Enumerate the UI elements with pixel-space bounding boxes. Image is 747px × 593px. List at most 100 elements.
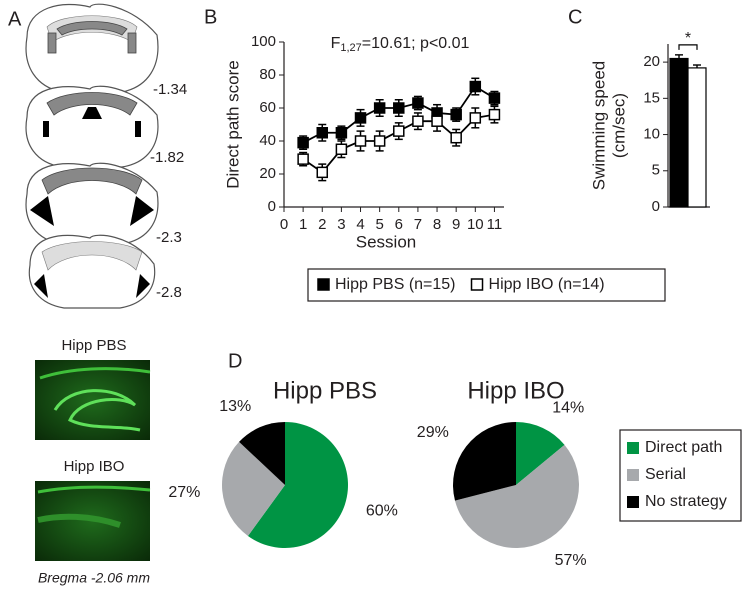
y-tick-label: 60: [259, 99, 276, 116]
data-point: [450, 131, 462, 144]
image-title: Hipp IBO: [64, 458, 125, 475]
x-tick-label: 7: [414, 216, 422, 233]
panel-letter: C: [568, 6, 582, 28]
error-bar: [675, 54, 683, 59]
pie-value-label: 29%: [417, 424, 449, 441]
y-tick-label: 15: [643, 89, 660, 106]
pie-value-label: 27%: [168, 484, 200, 501]
y-tick-label: 10: [643, 126, 660, 143]
legend-box: [619, 429, 742, 522]
legend-swatch: [470, 278, 484, 291]
pie-slice: [453, 422, 516, 501]
x-tick-label: 4: [356, 216, 364, 233]
data-point: [488, 108, 501, 121]
pie-slice: [239, 422, 285, 485]
data-point: [469, 80, 482, 93]
legend-swatch: [317, 278, 330, 291]
pie-slice: [516, 422, 565, 485]
y-tick-label: 100: [251, 33, 276, 50]
pie-value-label: 13%: [219, 398, 251, 415]
legend-label: Direct path: [645, 439, 722, 456]
pie-value-label: 14%: [552, 399, 584, 416]
x-tick-label: 9: [452, 216, 460, 233]
legend-label: Hipp IBO (n=14): [489, 276, 605, 293]
legend-box: [307, 268, 666, 302]
y-tick-label: 20: [259, 165, 276, 182]
y-tick-label: 80: [259, 66, 276, 83]
annotation: F1,27=10.61; p<0.01: [331, 35, 470, 54]
legend-swatch: [627, 496, 639, 508]
x-tick-label: 0: [280, 216, 288, 233]
data-point: [354, 112, 367, 124]
panel-letter: A: [8, 8, 22, 30]
x-tick-label: 8: [433, 216, 441, 233]
bregma-level: -1.82: [150, 149, 184, 166]
x-tick-label: 3: [337, 216, 345, 233]
data-point: [335, 127, 348, 139]
data-point: [412, 97, 424, 109]
y-axis-label: Swimming speed: [589, 61, 608, 190]
image-title: Hipp PBS: [61, 337, 126, 354]
pie-title: Hipp IBO: [467, 377, 564, 404]
bregma-level: -2.3: [156, 229, 182, 246]
bregma-level: -1.34: [153, 81, 187, 98]
y-axis-label: Direct path score: [223, 60, 242, 189]
y-axis-label: (cm/sec): [609, 93, 628, 158]
bar: [687, 67, 707, 208]
annotation-part: 1,27: [340, 42, 361, 54]
x-tick-label: 5: [375, 216, 383, 233]
x-tick-label: 2: [318, 216, 326, 233]
pie-value-label: 57%: [555, 552, 587, 569]
bregma-level: -2.8: [156, 284, 182, 301]
data-point: [335, 143, 348, 155]
pie-slice: [454, 444, 579, 548]
data-point: [431, 115, 443, 127]
caption: Bregma -2.06 mm: [38, 570, 150, 586]
legend-label: Hipp PBS (n=15): [335, 276, 456, 293]
pie-slice: [222, 441, 285, 536]
data-point: [373, 102, 386, 114]
x-tick-label: 6: [395, 216, 403, 233]
data-point: [393, 102, 405, 114]
data-point: [297, 153, 309, 165]
panel-letter: B: [204, 6, 217, 28]
y-tick-label: 0: [652, 198, 660, 215]
legend-label: Serial: [645, 466, 686, 483]
data-point: [488, 92, 501, 104]
histology-image: [35, 360, 151, 440]
legend-label: No strategy: [645, 493, 727, 510]
pie-title: Hipp PBS: [273, 377, 377, 404]
panel-letter: D: [228, 350, 242, 372]
significance-bracket: [678, 44, 698, 50]
pie-value-label: 60%: [366, 502, 398, 519]
x-tick-label: 11: [487, 216, 503, 233]
histology-image: [35, 481, 151, 561]
data-point: [316, 127, 329, 139]
annotation-part: =10.61; p<0.01: [362, 35, 470, 52]
error-bar: [693, 64, 701, 68]
x-tick-label: 1: [299, 216, 307, 233]
data-point: [393, 125, 405, 137]
y-tick-label: 20: [643, 53, 660, 70]
data-point: [297, 136, 309, 149]
bar: [669, 57, 689, 208]
pie-slice: [247, 422, 349, 549]
data-point: [469, 112, 482, 124]
data-point: [316, 166, 329, 179]
atlas-sections: [25, 3, 159, 309]
data-point: [373, 135, 386, 147]
x-axis-label: Session: [356, 232, 416, 251]
annotation-part: F: [331, 35, 341, 52]
legend-swatch: [627, 442, 639, 454]
data-point: [354, 135, 367, 147]
data-point: [412, 115, 424, 127]
x-tick-label: 10: [467, 216, 484, 233]
y-tick-label: 5: [652, 162, 660, 179]
data-point: [450, 108, 462, 121]
y-tick-label: 0: [268, 198, 276, 215]
significance-label: *: [685, 30, 691, 47]
y-tick-label: 40: [259, 132, 276, 149]
legend-swatch: [627, 469, 639, 481]
